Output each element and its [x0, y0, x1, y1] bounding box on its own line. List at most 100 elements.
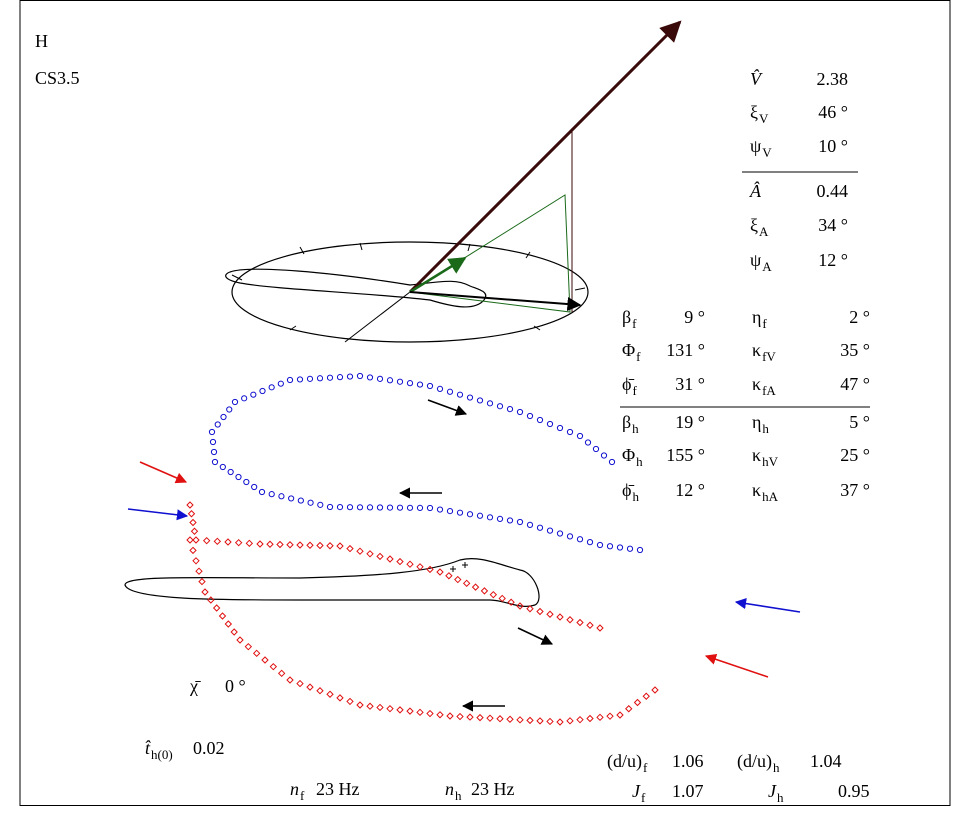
value: 23 Hz: [471, 779, 515, 799]
red-marker: [586, 714, 594, 723]
value: 35 °: [840, 340, 870, 360]
symbol: ϕ̄: [622, 480, 634, 500]
body-outline: [124, 558, 540, 607]
blue-marker: [376, 375, 384, 382]
red-marker: [236, 636, 244, 644]
blue-marker: [386, 504, 394, 511]
symbol: ϕ̄: [622, 374, 634, 394]
red-marker: [546, 610, 554, 618]
red-marker: [316, 687, 324, 695]
red-marker: [476, 713, 484, 722]
red-marker: [336, 542, 344, 550]
blue-marker: [277, 380, 284, 387]
blue-marker: [241, 395, 248, 402]
blue-marker: [456, 509, 464, 516]
blue-marker: [516, 518, 524, 526]
red-marker: [224, 620, 233, 628]
blue-marker: [592, 445, 600, 453]
red-marker: [516, 716, 524, 724]
blue-marker: [214, 421, 221, 428]
blue-marker: [466, 394, 474, 401]
red-marker: [556, 718, 564, 726]
red-marker: [316, 541, 324, 550]
red-marker: [526, 716, 534, 725]
symbol: J: [632, 781, 641, 801]
red-marker: [516, 602, 524, 610]
symbol: J: [768, 781, 777, 801]
red-marker: [346, 697, 354, 706]
blue-marker: [506, 406, 514, 413]
red-marker: [306, 683, 314, 691]
red-marker: [396, 706, 404, 714]
subscript: V: [762, 145, 772, 160]
blue-marker: [436, 385, 444, 392]
subscript: h: [632, 489, 639, 504]
subscript: f: [643, 760, 648, 775]
blue-marker: [366, 374, 374, 381]
red-marker: [234, 538, 243, 547]
red-marker: [266, 540, 274, 548]
subscript: f: [632, 316, 637, 331]
blue-marker: [584, 439, 592, 446]
red-marker: [456, 712, 464, 721]
blue-marker: [426, 382, 434, 390]
subscript: f: [641, 790, 646, 805]
red-marker: [396, 557, 404, 566]
blue-marker: [476, 397, 484, 404]
symbol: κ: [752, 445, 761, 465]
red-marker: [386, 555, 394, 563]
red-marker: [366, 550, 374, 558]
blue-marker: [486, 514, 494, 521]
red-marker: [416, 563, 424, 571]
symbol: β: [622, 307, 631, 327]
red-marker: [436, 711, 444, 719]
subscript: A: [762, 259, 772, 274]
blue-marker: [608, 458, 616, 466]
blue-marker: [259, 387, 266, 395]
blue-marker: [526, 412, 534, 420]
symbol: Φ: [622, 340, 635, 360]
blue-marker: [243, 478, 250, 486]
blue-marker: [516, 408, 524, 416]
subscript: h: [777, 790, 784, 805]
red-marker: [506, 715, 514, 723]
red-marker: [471, 583, 480, 591]
value: 1.04: [810, 751, 842, 771]
value: 46 °: [818, 102, 848, 122]
panel-label: H: [35, 31, 48, 51]
red-marker: [224, 538, 232, 546]
symbol: t̂: [145, 738, 151, 758]
red-marker: [190, 527, 199, 535]
blue-marker: [566, 533, 574, 540]
subscript: A: [759, 224, 769, 239]
subscript: h: [773, 760, 780, 775]
red-marker: [416, 708, 424, 717]
red-marker: [642, 692, 650, 700]
blue-marker: [250, 391, 257, 398]
red-marker: [436, 568, 444, 576]
value: 47 °: [840, 374, 870, 394]
red-marker: [244, 642, 253, 651]
red-marker: [576, 715, 584, 724]
value: 19 °: [675, 412, 705, 432]
red-marker: [651, 686, 659, 694]
red-marker: [296, 679, 304, 688]
blue-marker: [486, 400, 494, 407]
symbol: Φ: [622, 445, 635, 465]
blue-marker: [258, 488, 266, 496]
red-marker: [245, 539, 254, 548]
blue-marker: [406, 504, 414, 511]
red-marker: [346, 544, 354, 553]
subscript: h: [632, 421, 639, 436]
red-marker: [252, 649, 261, 658]
red-marker: [356, 547, 364, 555]
red-marker: [576, 618, 584, 627]
symbol: β: [622, 412, 631, 432]
red-marker: [536, 717, 544, 725]
blue-marker: [556, 424, 564, 432]
red-marker: [462, 579, 471, 588]
blue-marker: [296, 376, 304, 383]
symbol: (d/u): [607, 751, 642, 772]
blue-marker: [251, 483, 258, 491]
subscript: hV: [762, 454, 779, 469]
